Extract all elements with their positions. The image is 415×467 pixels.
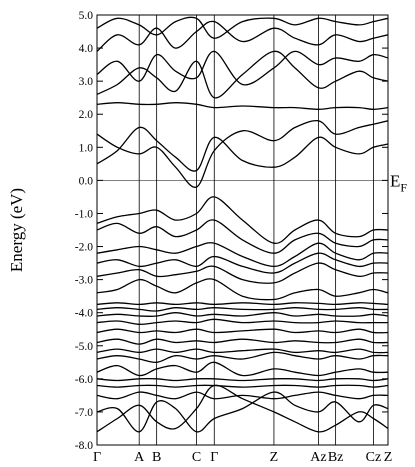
band-line-15: [97, 262, 388, 284]
band-line-8: [97, 338, 388, 345]
band-line-26: [97, 16, 388, 39]
x-axis-symmetry-labels: Γ A B C Γ Z Az Bz Cz Z: [93, 450, 392, 465]
y-tick-label-0: 5.0: [79, 10, 94, 22]
y-tick-label-3: 2.0: [79, 109, 94, 121]
y-tick-label-2: 3.0: [79, 76, 94, 88]
k-point-label-9: Z: [384, 450, 393, 465]
band-line-24: [97, 50, 388, 86]
y-axis-label: Energy (eV): [7, 188, 26, 272]
y-tick-label-8: -3.0: [75, 275, 93, 287]
band-line-11: [97, 312, 388, 317]
k-point-label-0: Γ: [93, 450, 101, 465]
band-line-1: [97, 391, 388, 433]
y-tick-label-10: -5.0: [75, 341, 93, 353]
k-point-label-1: A: [134, 450, 145, 465]
fermi-label-sub: F: [400, 180, 407, 194]
y-tick-label-1: 4.0: [79, 43, 94, 55]
band-line-16: [97, 252, 388, 274]
y-tick-label-7: -2.0: [75, 242, 93, 254]
band-lines: [97, 16, 388, 433]
k-point-label-5: Z: [270, 450, 279, 465]
band-line-10: [97, 318, 388, 325]
plot-frame: [96, 14, 389, 446]
band-line-0: [97, 384, 388, 433]
band-line-21: [97, 119, 388, 188]
band-line-13: [97, 302, 388, 306]
y-axis-ticks: 5.0 4.0 3.0 2.0 1.0 0.0 -1.0 -2.0 -3.0 -4.0 -5.0 -6…: [75, 10, 388, 452]
band-line-7: [97, 348, 388, 354]
band-line-3: [97, 384, 388, 388]
k-point-label-7: Bz: [328, 450, 344, 465]
band-line-25: [97, 20, 388, 52]
y-tick-label-11: -6.0: [75, 374, 93, 386]
y-tick-label-9: -4.0: [75, 308, 93, 320]
y-tick-label-13: -8.0: [75, 440, 93, 452]
band-line-20: [97, 126, 388, 172]
band-line-5: [97, 361, 388, 377]
y-tick-label-4: 1.0: [79, 142, 94, 154]
k-point-label-2: B: [152, 450, 161, 465]
band-line-18: [97, 219, 388, 254]
grid-lines: [97, 15, 388, 445]
band-line-17: [97, 242, 388, 268]
k-point-label-6: Az: [310, 450, 326, 465]
y-tick-label-5: 0.0: [79, 175, 94, 187]
band-line-9: [97, 328, 388, 334]
band-line-2: [97, 391, 388, 400]
y-tick-label-12: -7.0: [75, 407, 93, 419]
band-line-19: [97, 196, 388, 244]
k-point-label-3: C: [192, 450, 201, 465]
y-tick-label-6: -1.0: [75, 208, 93, 220]
band-line-12: [97, 307, 388, 312]
fermi-label-main: E: [390, 171, 400, 190]
k-point-label-8: Cz: [366, 450, 382, 465]
k-point-label-4: Γ: [210, 450, 218, 465]
band-line-22: [97, 102, 388, 110]
band-line-6: [97, 351, 388, 364]
band-line-23: [97, 50, 388, 99]
band-line-14: [97, 278, 388, 301]
fermi-level-label: EF: [390, 171, 407, 194]
band-line-4: [97, 378, 388, 382]
